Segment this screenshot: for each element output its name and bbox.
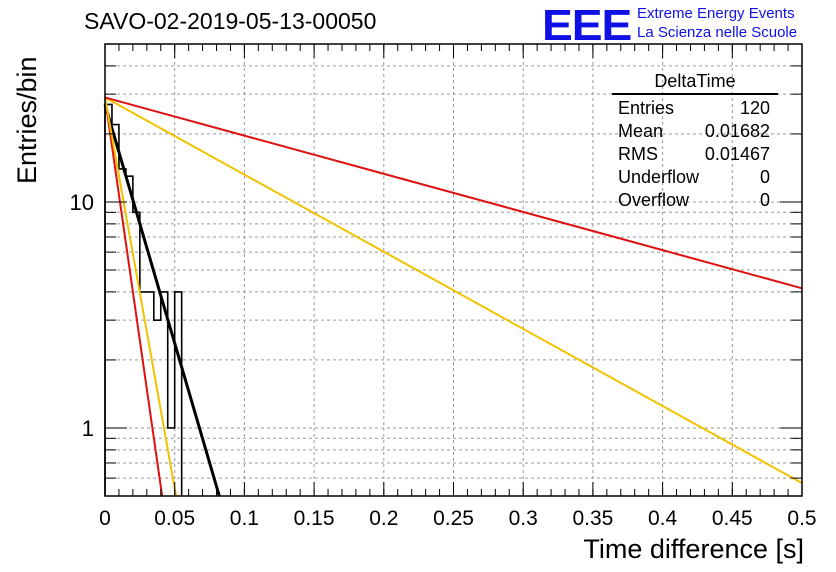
stats-label: RMS (618, 144, 658, 164)
x-tick-label: 0.35 (572, 507, 613, 530)
x-axis-label: Time difference [s] (583, 534, 804, 564)
y-tick-label: 10 (70, 190, 94, 215)
y-tick-label: 1 (82, 416, 94, 441)
stats-value: 0.01467 (704, 144, 770, 164)
stats-value: 120 (739, 98, 770, 118)
fit-line (104, 97, 178, 497)
stats-row: Overflow 0 (612, 189, 778, 212)
x-tick-label: 0.25 (433, 507, 474, 530)
stats-label: Mean (618, 121, 664, 141)
eee-logo: EEE (542, 1, 632, 50)
fit-line (103, 104, 221, 497)
fit-line (104, 96, 803, 485)
x-tick-label: 0.4 (648, 507, 678, 530)
stats-value: 0.01682 (704, 121, 770, 141)
x-tick-label: 0.1 (230, 507, 259, 530)
stats-box: DeltaTime Entries 120 Mean 0.01682 RMS 0.01… (612, 70, 778, 212)
x-tick-label: 0.3 (509, 507, 538, 530)
y-axis-label: Entries/bin (12, 56, 42, 184)
x-tick-label: 0.15 (294, 507, 335, 530)
x-tick-label: 0 (99, 507, 111, 530)
fit-lines (103, 96, 803, 497)
fit-line (104, 96, 803, 290)
fit-line (104, 97, 164, 497)
stats-title: DeltaTime (612, 70, 778, 95)
stats-value: 0 (759, 167, 770, 187)
stats-label: Entries (618, 98, 675, 118)
stats-row: Mean 0.01682 (612, 120, 778, 143)
stats-value: 0 (759, 190, 770, 210)
logo-text: Extreme Energy Events La Scienza nelle S… (637, 4, 797, 42)
x-tick-label: 0.2 (369, 507, 398, 530)
stats-row: Underflow 0 (612, 166, 778, 189)
stats-row: RMS 0.01467 (612, 143, 778, 166)
x-tick-label: 0.5 (787, 507, 816, 530)
stats-row: Entries 120 (612, 97, 778, 120)
x-tick-label: 0.05 (154, 507, 195, 530)
stats-label: Underflow (618, 167, 700, 187)
axis-ticks: 0 0.05 0.1 0.15 0.2 0.25 0.3 0.35 0.4 0.45 0.5 1 10 (70, 43, 817, 530)
logo-line-2: La Scienza nelle Scuole (637, 24, 798, 41)
x-tick-label: 0.45 (712, 507, 753, 530)
stats-label: Overflow (618, 190, 690, 210)
chart-title: SAVO-02-2019-05-13-00050 (84, 8, 377, 34)
logo-line-1: Extreme Energy Events (637, 5, 795, 22)
